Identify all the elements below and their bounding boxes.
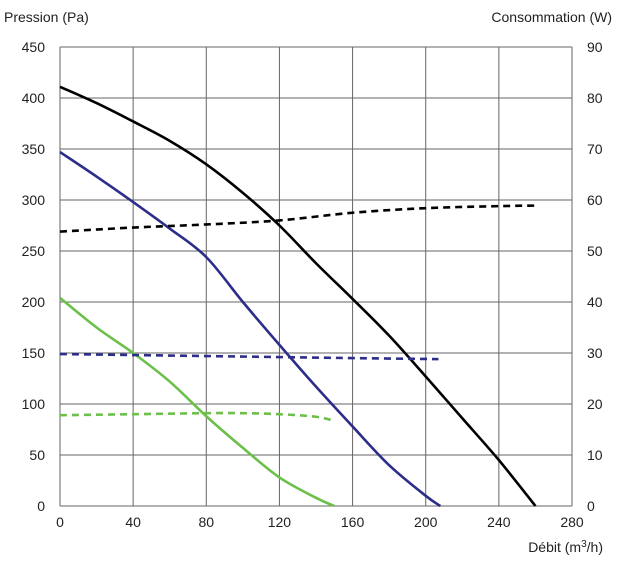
y-tick-label-left: 0 [37,498,45,514]
x-tick-label: 240 [487,514,511,530]
y-tick-label-left: 200 [22,294,46,310]
y-tick-label-left: 400 [22,90,46,106]
tick-labels: 0 40 80 120 160 200 240 28005010015020025030035… [22,39,603,530]
x-axis-title-tail: /h) [587,539,603,555]
y-tick-label-right: 40 [587,294,603,310]
y-tick-label-left: 300 [22,192,46,208]
y-axis-title-left: Pression (Pa) [4,9,89,25]
x-axis-title-main: Débit (m [528,539,581,555]
series-line-3 [59,296,335,508]
y-tick-label-right: 0 [587,498,595,514]
x-tick-label: 0 [56,514,64,530]
y-tick-label-left: 50 [29,447,45,463]
series-line-4 [59,204,536,233]
y-tick-label-left: 150 [22,345,46,361]
series-line-2 [59,150,442,508]
x-tick-label: 40 [125,514,141,530]
series-line-1 [59,85,537,507]
series-line-6 [59,411,335,423]
y-tick-label-right: 60 [587,192,603,208]
y-tick-label-right: 90 [587,39,603,55]
y-axis-title-right: Consommation (W) [491,9,612,25]
y-tick-label-right: 50 [587,243,603,259]
y-tick-label-right: 10 [587,447,603,463]
y-tick-label-left: 450 [22,39,46,55]
series-line-5 [59,352,439,361]
y-tick-label-right: 30 [587,345,603,361]
grid [59,46,573,507]
y-tick-label-right: 70 [587,141,603,157]
y-tick-label-left: 350 [22,141,46,157]
x-tick-label: 120 [268,514,292,530]
y-tick-label-left: 250 [22,243,46,259]
y-tick-label-right: 80 [587,90,603,106]
x-tick-label: 160 [341,514,365,530]
y-tick-label-right: 20 [587,396,603,412]
x-tick-label: 80 [198,514,214,530]
y-tick-label-left: 100 [22,396,46,412]
x-axis-title: Débit (m3/h) [528,539,603,556]
series-group [59,85,537,508]
x-axis-title-sup: 3 [581,539,587,550]
x-tick-label: 280 [560,514,584,530]
x-tick-label: 200 [414,514,438,530]
